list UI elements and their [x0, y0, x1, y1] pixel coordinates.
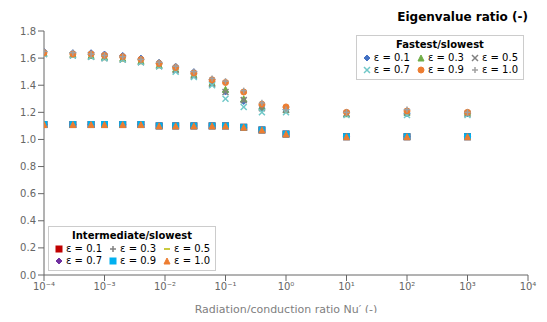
html-text:Intermediate/slowest: Intermediate/slowest [72, 230, 193, 241]
svg-text:1.4: 1.4 [20, 80, 36, 91]
svg-text:10²: 10² [399, 281, 416, 292]
svg-text:0.6: 0.6 [20, 188, 36, 199]
html-text:ε = 0.1: ε = 0.1 [373, 52, 410, 63]
html-text:ε = 0.7: ε = 0.7 [66, 255, 102, 266]
svg-text:10⁻³: 10⁻³ [93, 281, 115, 292]
html-text:ε = 0.7: ε = 0.7 [373, 64, 410, 75]
svg-text:10³: 10³ [459, 281, 476, 292]
html-text:ε = 0.9: ε = 0.9 [120, 255, 157, 266]
svg-text:Radiation/conduction ratio Nu′: Radiation/conduction ratio Nu′ (-) [195, 303, 378, 313]
html-text:ε = 0.3: ε = 0.3 [120, 243, 157, 254]
svg-text:1.0: 1.0 [20, 134, 36, 145]
html-text:ε = 1.0: ε = 1.0 [482, 64, 518, 75]
html-text:ε = 0.1: ε = 0.1 [66, 243, 102, 254]
html-text:Eigenvalue ratio (-): Eigenvalue ratio (-) [397, 10, 528, 24]
html-text:ε = 0.5: ε = 0.5 [482, 52, 518, 63]
svg-text:10⁰: 10⁰ [278, 281, 295, 292]
html-text:ε = 1.0: ε = 1.0 [174, 255, 211, 266]
svg-text:0.0: 0.0 [20, 270, 36, 281]
svg-text:10⁻⁴: 10⁻⁴ [33, 281, 55, 292]
svg-text:10⁴: 10⁴ [520, 281, 537, 292]
html-text:ε = 0.5: ε = 0.5 [174, 243, 211, 254]
svg-text:0.2: 0.2 [20, 242, 36, 253]
html-text:ε = 0.3: ε = 0.3 [427, 52, 464, 63]
svg-text:10⁻²: 10⁻² [154, 281, 176, 292]
html-text:ε = 0.9: ε = 0.9 [427, 64, 464, 75]
svg-text:0.4: 0.4 [20, 215, 36, 226]
svg-text:10⁻¹: 10⁻¹ [214, 281, 236, 292]
svg-text:0.8: 0.8 [20, 161, 36, 172]
svg-text:10¹: 10¹ [338, 281, 355, 292]
svg-text:1.8: 1.8 [20, 26, 36, 37]
svg-text:1.2: 1.2 [20, 107, 36, 118]
html-text:Fastest/slowest: Fastest/slowest [396, 39, 484, 50]
svg-text:1.6: 1.6 [20, 53, 36, 64]
